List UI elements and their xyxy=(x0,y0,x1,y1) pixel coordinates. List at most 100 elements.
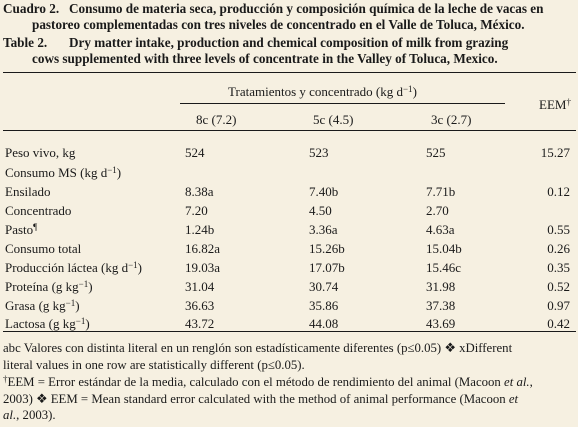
cell-3c: 4.63a xyxy=(426,222,455,237)
cell-3c: 15.46c xyxy=(426,260,462,275)
dagger-superscript: † xyxy=(566,97,572,107)
cell-5c: 523 xyxy=(309,145,329,160)
row-label-text: Peso vivo, kg xyxy=(5,145,76,160)
caption-spanish: Cuadro 2. Consumo de materia seca, produc… xyxy=(3,1,575,33)
cell-eem: 0.55 xyxy=(547,222,570,237)
cell-eem: 15.27 xyxy=(540,145,570,160)
caption-text-line2: cows supplemented with three levels of c… xyxy=(32,51,498,66)
row-label: Consumo total xyxy=(5,241,81,256)
treatments-header-text: Tratamientos y concentrado (kg d xyxy=(228,84,403,99)
cell-5c: 35.86 xyxy=(309,298,339,313)
row-label-text: Concentrado xyxy=(5,203,72,218)
footnote-abc: abc Valores con distinta literal en un r… xyxy=(3,340,575,373)
caption-label: Table 2. xyxy=(3,35,48,50)
dagger-superscript: † xyxy=(3,374,8,384)
cell-3c: 31.98 xyxy=(426,279,456,294)
row-label-end: ) xyxy=(137,260,143,275)
row-label-end: ) xyxy=(88,279,93,294)
cell-3c: 2.70 xyxy=(426,203,449,218)
cell-5c: 30.74 xyxy=(309,279,339,294)
unit-superscript: −1 xyxy=(75,316,86,326)
cell-8c: 16.82a xyxy=(185,241,221,256)
row-label-end: ) xyxy=(116,165,122,180)
cell-eem: 0.42 xyxy=(547,316,570,331)
cell-8c: 1.24b xyxy=(185,222,215,237)
unit-superscript: −1 xyxy=(78,279,89,289)
row-label: Grasa (g kg−1) xyxy=(5,298,80,313)
cell-eem: 0.26 xyxy=(547,241,570,256)
row-label: Lactosa (g kg−1) xyxy=(5,316,90,331)
cell-5c: 17.07b xyxy=(309,260,345,275)
cell-8c: 524 xyxy=(185,145,205,160)
cell-8c: 43.72 xyxy=(185,316,215,331)
cell-8c: 36.63 xyxy=(185,298,215,313)
cell-5c: 3.36a xyxy=(309,222,338,237)
header-spanner-rule xyxy=(180,103,505,104)
cell-8c: 19.03a xyxy=(185,260,221,275)
footnote-text: , 2003). xyxy=(16,408,56,422)
column-header: 3c (2.7) xyxy=(431,112,472,127)
footnote-text: 2003) ❖ EEM = Mean standard error calcul… xyxy=(3,391,509,406)
row-label: Concentrado xyxy=(5,203,71,218)
cell-3c: 37.38 xyxy=(426,298,456,313)
row-label: Consumo MS (kg d−1) xyxy=(5,165,121,180)
footnote-line: al., 2003). xyxy=(3,407,575,424)
footnote-line: abc Valores con distinta literal en un r… xyxy=(3,341,513,355)
caption-english: Table 2. Dry matter intake, production an… xyxy=(3,35,575,67)
cell-eem: 0.52 xyxy=(547,279,570,294)
unit-superscript: −1 xyxy=(402,84,413,94)
unit-superscript: ¶ xyxy=(33,222,38,232)
unit-superscript: −1 xyxy=(128,260,138,270)
unit-superscript: −1 xyxy=(107,165,117,175)
cell-eem: 0.12 xyxy=(547,184,570,199)
row-label-text: Grasa (g kg xyxy=(5,298,66,313)
row-label-end: ) xyxy=(85,316,90,331)
caption-text-line2: pastoreo complementadas con tres niveles… xyxy=(32,17,525,32)
header-bottom-rule xyxy=(3,130,576,131)
cell-3c: 7.71b xyxy=(426,184,456,199)
footnote-line: literal values in one row are statistica… xyxy=(3,357,305,372)
caption-text-line1: Dry matter intake, production and chemic… xyxy=(69,35,509,50)
cell-5c: 15.26b xyxy=(309,241,345,256)
cell-3c: 525 xyxy=(426,145,446,160)
footnote-italic: et al. xyxy=(504,375,530,389)
row-label: Pasto¶ xyxy=(5,222,37,237)
column-header: 8c (7.2) xyxy=(196,112,237,127)
row-label: Proteína (g kg−1) xyxy=(5,279,93,294)
row-label-text: Consumo total xyxy=(5,241,82,256)
eem-header-text: EEM xyxy=(539,97,567,112)
footnote-text: , xyxy=(529,375,533,389)
cell-8c: 31.04 xyxy=(185,279,215,294)
footnote-eem: †EEM = Error estándar de la media, calcu… xyxy=(3,374,575,424)
treatments-header-end: ) xyxy=(412,84,417,99)
cell-eem: 0.97 xyxy=(547,298,570,313)
unit-superscript: −1 xyxy=(65,298,76,308)
table-bottom-rule xyxy=(3,331,576,332)
row-label: Ensilado xyxy=(5,184,51,199)
cell-8c: 8.38a xyxy=(185,184,214,199)
eem-header: EEM† xyxy=(521,97,571,112)
row-label-text: Pasto xyxy=(5,222,34,237)
cell-5c: 7.40b xyxy=(309,184,339,199)
row-label-text: Lactosa (g kg xyxy=(5,316,76,331)
cell-eem: 0.35 xyxy=(547,260,570,275)
footnote-text: EEM = Error estándar de la media, calcul… xyxy=(7,375,505,389)
column-header: 5c (4.5) xyxy=(313,112,354,127)
caption-text-line1: Consumo de materia seca, producción y co… xyxy=(69,1,544,16)
footnote-line: 2003) ❖ EEM = Mean standard error calcul… xyxy=(3,391,575,408)
cell-8c: 7.20 xyxy=(185,203,208,218)
cell-3c: 15.04b xyxy=(426,241,462,256)
row-label: Peso vivo, kg xyxy=(5,145,75,160)
footnote-line: †EEM = Error estándar de la media, calcu… xyxy=(3,374,575,391)
footnote-italic: al. xyxy=(3,408,17,422)
row-label-text: Consumo MS (kg d xyxy=(5,165,108,180)
caption-label: Cuadro 2. xyxy=(3,1,60,16)
row-label-text: Producción láctea (kg d xyxy=(5,260,129,275)
row-label-text: Ensilado xyxy=(5,184,51,199)
row-label: Producción láctea (kg d−1) xyxy=(5,260,142,275)
cell-5c: 4.50 xyxy=(309,203,332,218)
treatments-header: Tratamientos y concentrado (kg d−1) xyxy=(228,84,417,99)
cell-5c: 44.08 xyxy=(309,316,339,331)
row-label-end: ) xyxy=(75,298,80,313)
cell-3c: 43.69 xyxy=(426,316,456,331)
